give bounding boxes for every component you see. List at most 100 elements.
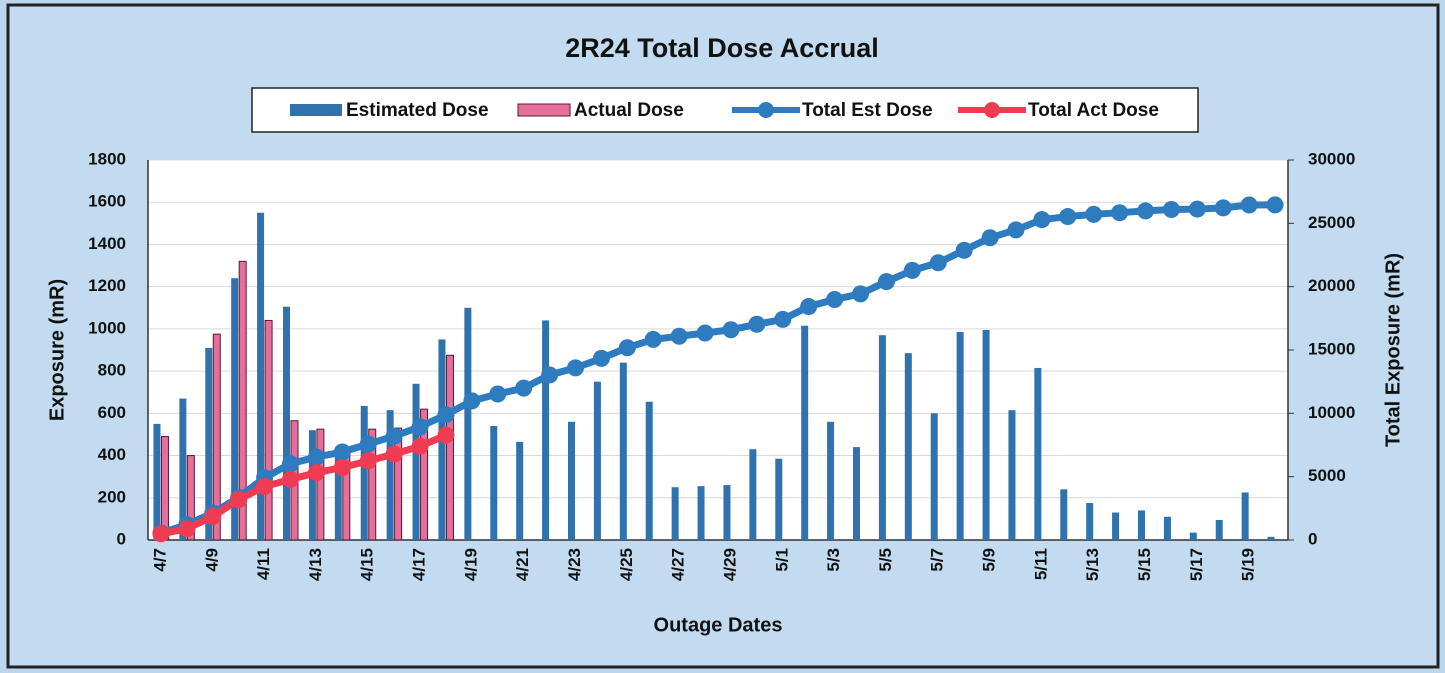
marker xyxy=(463,392,481,410)
legend-label: Actual Dose xyxy=(574,100,684,121)
legend xyxy=(251,87,1199,133)
x-tick-label: 5/7 xyxy=(928,548,947,572)
y-tick-label: 800 xyxy=(98,361,126,380)
marker xyxy=(359,435,377,453)
marker xyxy=(437,406,455,424)
y-axis-title: Exposure (mR) xyxy=(46,279,68,421)
marker xyxy=(256,477,274,495)
bar xyxy=(231,278,239,540)
x-tick-label: 5/15 xyxy=(1135,548,1154,581)
x-tick-label: 4/7 xyxy=(150,548,169,572)
x-tick-label: 5/11 xyxy=(1031,548,1050,580)
bar xyxy=(1241,492,1249,540)
y-tick-label: 0 xyxy=(117,529,126,548)
x-tick-label: 5/3 xyxy=(824,548,843,572)
marker xyxy=(1188,200,1206,218)
marker xyxy=(411,418,429,436)
bar xyxy=(490,426,498,540)
x-tick-label: 4/9 xyxy=(202,548,221,572)
y-tick-label: 1000 xyxy=(88,318,126,337)
bar xyxy=(878,335,886,540)
marker xyxy=(929,254,947,272)
bar xyxy=(645,401,653,540)
marker xyxy=(230,491,248,509)
bar xyxy=(238,260,247,541)
bar xyxy=(930,413,938,540)
x-tick-label: 4/27 xyxy=(669,548,688,581)
marker xyxy=(307,448,325,466)
legend-label: Total Act Dose xyxy=(1028,100,1159,121)
legend-swatch xyxy=(758,102,774,118)
marker xyxy=(1240,196,1258,214)
marker xyxy=(1007,221,1025,239)
marker xyxy=(1214,199,1232,217)
bar xyxy=(464,307,472,540)
bar xyxy=(186,455,195,541)
x-tick-label: 4/17 xyxy=(410,548,429,581)
marker xyxy=(592,349,610,367)
bar xyxy=(568,421,575,540)
bar xyxy=(283,306,290,540)
marker xyxy=(1266,196,1284,214)
marker xyxy=(800,298,818,316)
bar xyxy=(542,320,550,540)
marker xyxy=(567,359,584,377)
marker xyxy=(385,445,403,463)
marker xyxy=(333,443,351,461)
y-tick-label: 1400 xyxy=(88,234,126,253)
marker xyxy=(1137,202,1154,220)
bar xyxy=(368,428,377,541)
y2-tick-label: 15000 xyxy=(1308,339,1355,358)
marker xyxy=(515,379,533,397)
marker xyxy=(618,339,636,357)
marker xyxy=(204,507,222,525)
bar xyxy=(153,423,161,540)
x-tick-label: 4/11 xyxy=(254,548,273,580)
bar xyxy=(1086,503,1094,540)
bar xyxy=(982,329,990,540)
x-tick-label: 5/19 xyxy=(1239,548,1258,581)
y2-tick-label: 5000 xyxy=(1308,466,1346,485)
marker xyxy=(1059,208,1077,226)
x-axis-title: Outage Dates xyxy=(654,614,783,636)
x-tick-label: 4/25 xyxy=(617,548,636,581)
marker xyxy=(489,385,507,403)
y2-tick-label: 20000 xyxy=(1308,276,1355,295)
bar xyxy=(1034,367,1042,540)
y-tick-label: 600 xyxy=(98,403,126,422)
bar xyxy=(264,319,273,541)
marker xyxy=(722,321,740,339)
legend-swatch xyxy=(290,104,342,116)
marker xyxy=(1033,211,1051,229)
x-tick-label: 4/15 xyxy=(358,548,377,581)
bar xyxy=(1267,536,1275,540)
marker xyxy=(307,464,325,482)
chart-title: 2R24 Total Dose Accrual xyxy=(565,33,879,63)
marker xyxy=(903,261,921,279)
marker xyxy=(774,310,792,328)
bar xyxy=(801,325,809,540)
bar xyxy=(671,487,679,540)
bar xyxy=(334,455,342,540)
marker xyxy=(644,330,662,348)
marker xyxy=(1085,205,1103,223)
y2-tick-label: 0 xyxy=(1308,529,1317,548)
bar xyxy=(205,347,213,540)
bar xyxy=(179,398,187,540)
x-tick-label: 5/17 xyxy=(1187,548,1206,581)
bar xyxy=(316,428,325,541)
bar xyxy=(956,332,964,540)
marker xyxy=(385,427,403,445)
y-tick-label: 400 xyxy=(98,445,126,464)
x-tick-label: 4/29 xyxy=(720,548,739,581)
marker xyxy=(852,285,869,303)
marker xyxy=(670,327,688,345)
legend-swatch xyxy=(984,102,1000,118)
y-tick-label: 1800 xyxy=(88,149,126,168)
x-tick-label: 5/9 xyxy=(980,548,999,572)
y2-tick-label: 25000 xyxy=(1308,213,1355,232)
bar xyxy=(827,421,835,540)
bar xyxy=(1112,512,1120,540)
marker xyxy=(696,324,714,342)
marker xyxy=(877,273,895,291)
